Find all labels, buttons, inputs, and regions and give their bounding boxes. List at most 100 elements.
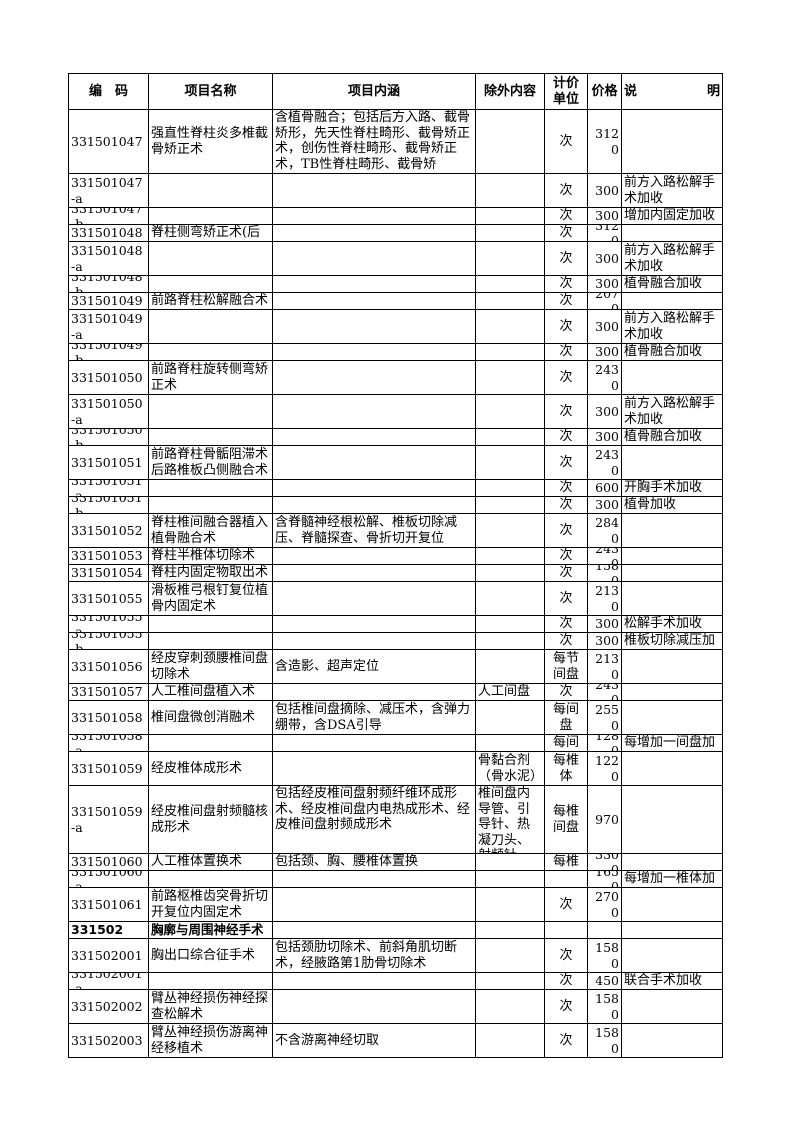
cell-content <box>272 428 476 446</box>
cell-name-text: 前路脊柱旋转侧弯矫正术 <box>151 362 269 393</box>
table-row: 331501061 前路枢椎齿突骨折切开复位内固定术 次 2700 <box>68 887 723 922</box>
cell-note-text: 前方入路松解手术加收 <box>624 243 716 274</box>
cell-price-text: 450 <box>595 973 619 989</box>
cell-price-text: 1580 <box>595 940 619 971</box>
cell-unit-text: 次 <box>559 684 573 700</box>
cell-code: 331501050-b <box>68 428 149 446</box>
cell-note-text: 每增加一椎体加 <box>624 871 716 887</box>
cell-price: 300 <box>587 632 622 650</box>
cell-unit-text: 每椎体 <box>552 753 579 784</box>
cell-content <box>272 581 476 616</box>
cell-name: 脊柱椎间融合器植入植骨融合术 <box>148 513 273 548</box>
cell-name: 前路脊柱骨骺阻滞术后路椎板凸侧融合术 <box>148 445 273 480</box>
cell-content-text: 不含游离神经切取 <box>275 1032 380 1048</box>
cell-name: 椎间盘微创消融术 <box>148 700 273 735</box>
cell-code: 331501055 <box>68 581 149 616</box>
cell-code-text: 331501060-a <box>71 871 143 887</box>
cell-name <box>148 734 273 752</box>
cell-content <box>272 343 476 361</box>
cell-content-text: 含脊髓神经根松解、椎板切除减压、脊髓探查、骨折切开复位 <box>275 515 458 546</box>
cell-price-text: 1220 <box>595 753 619 784</box>
cell-exclusion <box>475 1023 545 1058</box>
cell-code-text: 331501050-b <box>71 429 143 445</box>
cell-unit-text: 次 <box>559 208 573 224</box>
cell-code: 331501057 <box>68 683 149 701</box>
cell-note <box>621 887 723 922</box>
cell-content <box>272 292 476 310</box>
header-unit-label: 计价单位 <box>552 75 579 107</box>
cell-note: 前方入路松解手术加收 <box>621 394 723 429</box>
cell-unit: 次 <box>544 224 588 242</box>
table-row: 331501055 滑板椎弓根钉复位植骨内固定术 次 2130 <box>68 581 723 616</box>
cell-code: 331502001 <box>68 938 149 973</box>
cell-price: 300 <box>587 428 622 446</box>
cell-code: 331502 <box>68 921 149 939</box>
cell-price: 300 <box>587 241 622 276</box>
cell-name-text: 前路脊柱松解融合术 <box>151 293 269 309</box>
cell-price-text: 1580 <box>595 991 619 1022</box>
cell-name: 胸廓与周围神经手术 <box>148 921 273 939</box>
cell-content-text: 含植骨融合；包括后方入路、截骨矫形，先天性脊柱畸形、截骨矫正术，创伤性脊柱畸形、… <box>275 110 471 172</box>
cell-code-text: 331501055-a <box>71 616 143 632</box>
cell-name-text: 胸出口综合征手术 <box>151 947 256 963</box>
cell-note: 前方入路松解手术加收 <box>621 309 723 344</box>
table-row: 331501049 前路脊柱松解融合术 次 2070 <box>68 292 723 310</box>
cell-content: 包括颈肋切除术、前斜角肌切断术，经腋路第1肋骨切除术 <box>272 938 476 973</box>
cell-exclusion <box>475 241 545 276</box>
cell-exclusion <box>475 207 545 225</box>
table-row: 331501048 脊柱侧弯矫正术(后 次 3120 <box>68 224 723 242</box>
cell-exclusion <box>475 224 545 242</box>
cell-note <box>621 292 723 310</box>
cell-name <box>148 632 273 650</box>
cell-note: 植骨融合加收 <box>621 275 723 293</box>
cell-code-text: 331501061 <box>71 896 143 912</box>
cell-code-text: 331502001 <box>71 947 143 963</box>
cell-name <box>148 479 273 497</box>
header-unit: 计价单位 <box>544 73 588 110</box>
cell-exclusion-text: 椎间盘内导管、引导针、热凝刀头、射频针 <box>478 786 531 853</box>
cell-price-text: 1280 <box>595 735 619 751</box>
cell-note: 松解手术加收 <box>621 615 723 633</box>
cell-code-text: 331501060 <box>71 854 143 870</box>
cell-note <box>621 224 723 242</box>
cell-code-text: 331501058 <box>71 709 143 725</box>
cell-note-text: 植骨融合加收 <box>624 429 703 445</box>
cell-code: 331501051 <box>68 445 149 480</box>
cell-code: 331501051-a <box>68 479 149 497</box>
cell-exclusion-text: 人工间盘 <box>478 684 531 700</box>
cell-unit-text: 次 <box>559 133 573 149</box>
cell-note <box>621 938 723 973</box>
cell-price: 300 <box>587 496 622 514</box>
cell-unit-text: 次 <box>559 344 573 360</box>
cell-price: 300 <box>587 343 622 361</box>
table-row: 331501060-a 1650 每增加一椎体加 <box>68 870 723 888</box>
cell-name: 臂丛神经损伤神经探查松解术 <box>148 989 273 1024</box>
cell-code: 331501056 <box>68 649 149 684</box>
cell-content <box>272 989 476 1024</box>
cell-unit: 次 <box>544 972 588 990</box>
cell-content-text: 包括颈肋切除术、前斜角肌切断术，经腋路第1肋骨切除术 <box>275 940 458 971</box>
cell-unit-text: 次 <box>559 318 573 334</box>
table-row: 331501051-b 次 300 植骨加收 <box>68 496 723 514</box>
cell-unit: 每椎体 <box>544 751 588 786</box>
cell-name-text: 臂丛神经损伤游离神经移植术 <box>151 1025 269 1056</box>
cell-content: 包括经皮椎间盘射频纤维环成形术、经皮椎间盘内电热成形术、经皮椎间盘射频成形术 <box>272 785 476 854</box>
cell-unit: 次 <box>544 564 588 582</box>
cell-price: 2430 <box>587 683 622 701</box>
cell-name: 前路脊柱旋转侧弯矫正术 <box>148 360 273 395</box>
cell-unit-text: 每间盘 <box>552 702 579 733</box>
cell-code: 331501048 <box>68 224 149 242</box>
cell-code: 331501055-a <box>68 615 149 633</box>
cell-content <box>272 734 476 752</box>
cell-note-text: 植骨加收 <box>624 497 677 513</box>
cell-unit-text: 次 <box>559 454 573 470</box>
cell-price-text: 300 <box>595 276 619 292</box>
cell-name <box>148 343 273 361</box>
cell-exclusion <box>475 853 545 871</box>
cell-code: 331501060-a <box>68 870 149 888</box>
cell-note <box>621 921 723 939</box>
cell-unit: 每节间盘 <box>544 649 588 684</box>
header-row: 编 码 项目名称 项目内涵 除外内容 计价单位 价格 说明 <box>68 73 723 110</box>
cell-note <box>621 360 723 395</box>
cell-note-text: 联合手术加收 <box>624 973 703 989</box>
